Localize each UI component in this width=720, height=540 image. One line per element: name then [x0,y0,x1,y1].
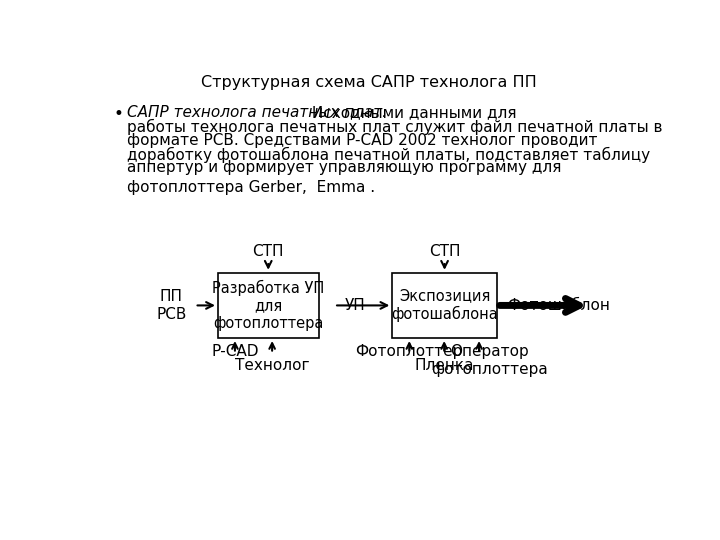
Text: Оператор
фотоплоттера: Оператор фотоплоттера [431,345,547,377]
Text: •: • [113,105,123,123]
Bar [218,273,319,338]
Text: работы технолога печатных плат служит файл печатной платы в: работы технолога печатных плат служит фа… [127,119,662,135]
Text: Фотошаблон: Фотошаблон [508,298,611,313]
Text: Фотоплоттер: Фотоплоттер [356,345,463,359]
Text: Разработка УП
для
фотоплоттера: Разработка УП для фотоплоттера [212,280,325,331]
Text: САПР технолога печатных плат.: САПР технолога печатных плат. [127,105,387,120]
Text: СТП: СТП [253,244,284,259]
Text: фотоплоттера Gerber,  Emma .: фотоплоттера Gerber, Emma . [127,180,375,195]
Text: СТП: СТП [429,244,460,259]
Text: аппертур и формирует управляющую программу для: аппертур и формирует управляющую програм… [127,160,562,176]
Text: Исходными данными для: Исходными данными для [307,105,516,120]
Text: УП: УП [345,298,366,313]
Text: Экспозиция
фотошаблона: Экспозиция фотошаблона [391,288,498,322]
Text: доработку фотошаблона печатной платы, подставляет таблицу: доработку фотошаблона печатной платы, по… [127,146,650,163]
Text: ПП
РСВ: ПП РСВ [156,289,186,322]
Text: Структурная схема САПР технолога ПП: Структурная схема САПР технолога ПП [201,75,537,90]
Bar [392,273,497,338]
Text: Пленка: Пленка [415,358,474,373]
Text: Технолог: Технолог [235,358,310,373]
Text: Р-CAD: Р-CAD [211,345,258,359]
Text: формате РСВ. Средствами P-CAD 2002 технолог проводит: формате РСВ. Средствами P-CAD 2002 техно… [127,132,598,147]
